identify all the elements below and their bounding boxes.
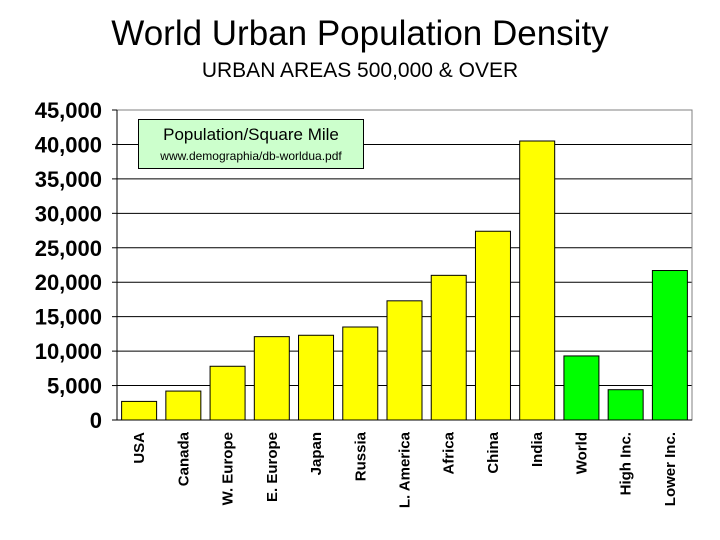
bar	[651, 270, 688, 421]
chart-title: World Urban Population Density	[111, 14, 609, 53]
y-tick-label: 45,000	[35, 98, 102, 123]
y-tick-label: 15,000	[35, 305, 102, 330]
legend-box: Population/Square Mile www.demographia/d…	[138, 119, 364, 169]
bar	[165, 390, 202, 421]
y-tick-label: 25,000	[35, 236, 102, 261]
x-tick-label: Japan	[308, 432, 325, 475]
bar	[607, 389, 644, 421]
x-tick-label: Africa	[441, 431, 458, 474]
legend-source: www.demographia/db-worldua.pdf	[160, 149, 342, 163]
y-tick-labels: 0 5,000 10,000 15,000 20,000 25,000 30,000 35,0…	[35, 98, 102, 433]
x-tick-label: Canada	[175, 431, 192, 486]
x-tick-label: Lower Inc.	[662, 432, 679, 506]
bar	[519, 140, 556, 421]
legend-title: Population/Square Mile	[163, 125, 339, 144]
x-tick-labels: USA Canada W. Europe E. Europe Japan Russia L.…	[131, 431, 679, 508]
bar	[209, 365, 246, 421]
x-tick-label: E. Europe	[264, 432, 281, 502]
bar	[342, 326, 379, 421]
x-tick-label: Russia	[352, 431, 369, 481]
y-tick-label: 0	[90, 408, 102, 433]
bar	[430, 274, 467, 421]
y-tick-label: 5,000	[47, 374, 102, 399]
y-tick-label: 40,000	[35, 132, 102, 157]
bar	[386, 300, 423, 421]
chart-subtitle: URBAN AREAS 500,000 & OVER	[201, 59, 519, 82]
bar	[474, 230, 511, 421]
y-tick-label: 20,000	[35, 270, 102, 295]
x-tick-label: USA	[131, 432, 148, 464]
bars	[121, 140, 688, 421]
y-tick-label: 10,000	[35, 339, 102, 364]
bar	[121, 400, 158, 421]
axes	[112, 109, 693, 421]
x-tick-label: W. Europe	[220, 432, 237, 505]
bar	[563, 355, 600, 421]
bar	[253, 336, 290, 421]
x-tick-label: China	[485, 431, 502, 473]
x-tick-label: India	[529, 431, 546, 467]
x-tick-label: High Inc.	[618, 432, 635, 495]
bar	[298, 334, 335, 421]
y-tick-label: 35,000	[35, 167, 102, 192]
x-tick-label: World	[573, 432, 590, 474]
x-tick-label: L. America	[397, 431, 414, 508]
y-tick-label: 30,000	[35, 201, 102, 226]
